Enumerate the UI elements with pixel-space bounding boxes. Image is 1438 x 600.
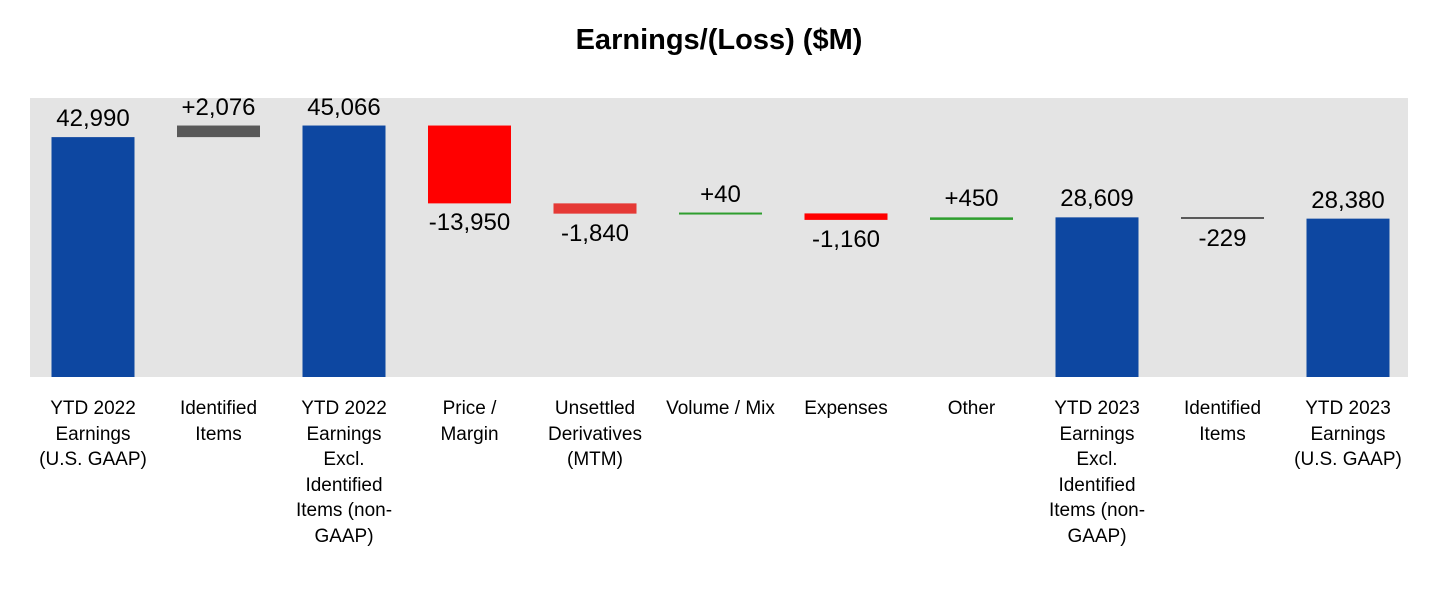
value-label-8: 28,609 — [1060, 185, 1134, 213]
category-label-8: YTD 2023 Earnings Excl. Identified Items… — [1048, 398, 1146, 547]
value-label-1: +2,076 — [181, 93, 256, 121]
plot-area — [30, 98, 1408, 377]
bar-5 — [679, 212, 762, 215]
value-label-6: -1,160 — [811, 225, 881, 253]
category-label-2: YTD 2022 Earnings Excl. Identified Items… — [295, 398, 393, 547]
bar-8 — [1055, 217, 1139, 377]
category-label-9: Identified Items — [1183, 398, 1262, 445]
bar-10 — [1306, 218, 1390, 377]
chart-title: Earnings/(Loss) ($M) — [575, 24, 863, 56]
value-label-5: +40 — [700, 180, 741, 208]
bar-0 — [51, 137, 135, 377]
category-label-6: Expenses — [804, 398, 888, 419]
value-label-7: +450 — [944, 185, 999, 213]
value-label-9: -229 — [1198, 225, 1247, 252]
bar-4 — [553, 203, 637, 214]
bar-2 — [302, 125, 386, 377]
category-label-7: Other — [947, 398, 996, 419]
bar-9 — [1181, 217, 1264, 220]
value-label-3: -13,950 — [428, 209, 511, 237]
category-label-4: Unsettled Derivatives (MTM) — [548, 398, 642, 470]
category-label-3: Price / Margin — [440, 398, 499, 445]
bar-6 — [804, 213, 888, 220]
bar-3 — [428, 125, 511, 204]
category-label-0: YTD 2022 Earnings (U.S. GAAP) — [39, 398, 147, 470]
bar-7 — [930, 217, 1013, 220]
bar-1 — [177, 125, 260, 138]
value-label-2: 45,066 — [307, 93, 381, 121]
value-label-4: -1,840 — [560, 219, 630, 247]
value-label-10: 28,380 — [1311, 186, 1385, 214]
category-label-1: Identified Items — [179, 398, 258, 445]
value-label-0: 42,990 — [56, 105, 130, 133]
category-label-10: YTD 2023 Earnings (U.S. GAAP) — [1294, 398, 1402, 470]
category-label-5: Volume / Mix — [666, 398, 775, 419]
